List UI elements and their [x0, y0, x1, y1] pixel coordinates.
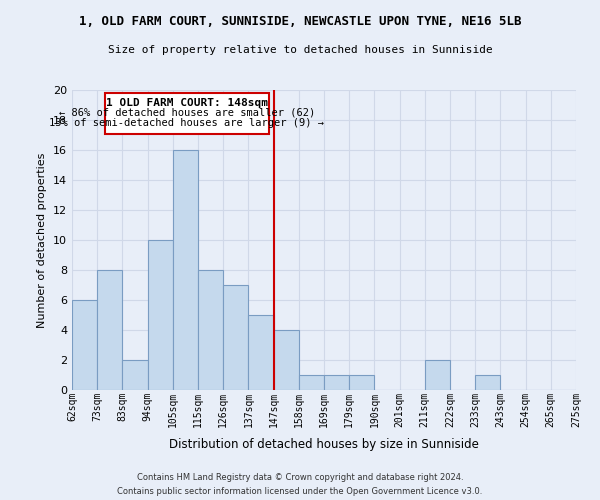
Text: 13% of semi-detached houses are larger (9) →: 13% of semi-detached houses are larger (… [49, 118, 324, 128]
Y-axis label: Number of detached properties: Number of detached properties [37, 152, 47, 328]
FancyBboxPatch shape [105, 93, 269, 134]
Text: 1, OLD FARM COURT, SUNNISIDE, NEWCASTLE UPON TYNE, NE16 5LB: 1, OLD FARM COURT, SUNNISIDE, NEWCASTLE … [79, 15, 521, 28]
Bar [148, 240, 173, 390]
Bar [324, 375, 349, 390]
Bar [122, 360, 148, 390]
Text: ← 86% of detached houses are smaller (62): ← 86% of detached houses are smaller (62… [59, 108, 315, 117]
Bar [475, 375, 500, 390]
Bar [198, 270, 223, 390]
X-axis label: Distribution of detached houses by size in Sunniside: Distribution of detached houses by size … [169, 438, 479, 451]
Bar [223, 285, 248, 390]
Bar [349, 375, 374, 390]
Bar [173, 150, 198, 390]
Bar [299, 375, 324, 390]
Bar [248, 315, 274, 390]
Bar [425, 360, 450, 390]
Bar [97, 270, 122, 390]
Text: Contains HM Land Registry data © Crown copyright and database right 2024.: Contains HM Land Registry data © Crown c… [137, 473, 463, 482]
Bar [72, 300, 97, 390]
Text: 1 OLD FARM COURT: 148sqm: 1 OLD FARM COURT: 148sqm [106, 98, 268, 108]
Bar [274, 330, 299, 390]
Text: Contains public sector information licensed under the Open Government Licence v3: Contains public sector information licen… [118, 486, 482, 496]
Text: Size of property relative to detached houses in Sunniside: Size of property relative to detached ho… [107, 45, 493, 55]
